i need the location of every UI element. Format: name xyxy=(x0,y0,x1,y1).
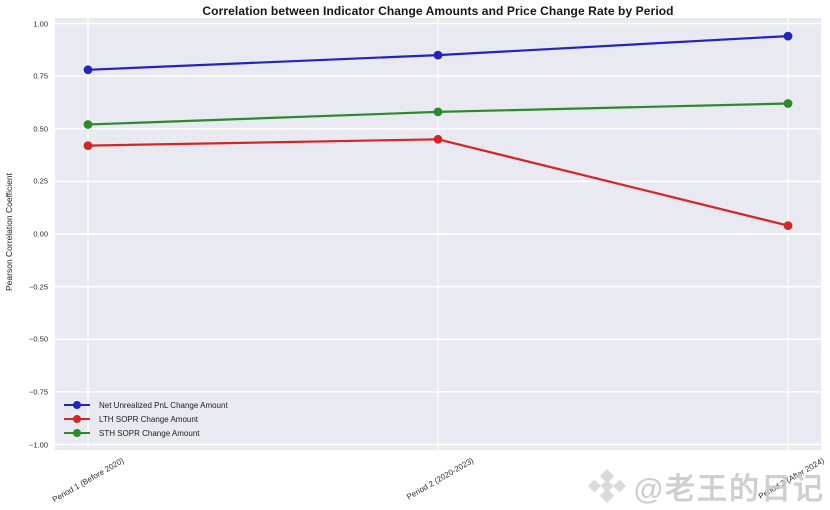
legend-line-marker-icon xyxy=(64,417,90,421)
legend-label: STH SOPR Change Amount xyxy=(99,428,200,438)
x-tick-label: Period 1 (Before 2020) xyxy=(50,456,126,505)
legend-label: Net Unrealized PnL Change Amount xyxy=(99,400,228,410)
y-tick-label: −0.50 xyxy=(29,334,48,344)
y-tick-label: 1.00 xyxy=(33,19,48,28)
data-point xyxy=(83,141,93,150)
legend-item: Net Unrealized PnL Change Amount xyxy=(64,400,228,410)
y-tick-label: 0.00 xyxy=(33,229,48,239)
x-tick-label: Period 2 (2020-2023) xyxy=(405,456,476,502)
watermark: @老王的日记 xyxy=(586,464,825,508)
data-point xyxy=(83,120,93,129)
x-tick-label: Period 3 (After 2024) xyxy=(756,456,826,501)
y-tick-label: 0.50 xyxy=(33,124,48,134)
legend-item: STH SOPR Change Amount xyxy=(64,428,228,438)
data-point xyxy=(783,31,793,41)
data-point xyxy=(783,99,793,108)
legend: Net Unrealized PnL Change Amount LTH SOP… xyxy=(60,398,232,440)
legend-line-marker-icon xyxy=(64,403,90,407)
binance-diamond-icon xyxy=(587,469,626,503)
y-tick-label: −0.75 xyxy=(29,387,48,397)
data-point xyxy=(433,50,443,60)
y-tick-label: −1.00 xyxy=(29,440,48,449)
legend-line-marker-icon xyxy=(64,431,90,435)
legend-label: LTH SOPR Change Amount xyxy=(99,414,199,424)
plot-area xyxy=(55,18,821,450)
legend-item: LTH SOPR Change Amount xyxy=(64,414,228,424)
y-tick-label: 0.75 xyxy=(33,71,48,81)
chart-title: Correlation between Indicator Change Amo… xyxy=(202,4,674,18)
y-tick-label: −0.25 xyxy=(29,282,48,292)
data-point xyxy=(433,134,443,144)
line-chart xyxy=(55,18,821,450)
y-tick-label: 0.25 xyxy=(33,176,48,186)
data-point xyxy=(783,221,793,231)
data-point xyxy=(83,65,93,75)
data-point xyxy=(433,107,443,117)
y-axis-label: Pearson Correlation Coefficient xyxy=(4,173,14,291)
